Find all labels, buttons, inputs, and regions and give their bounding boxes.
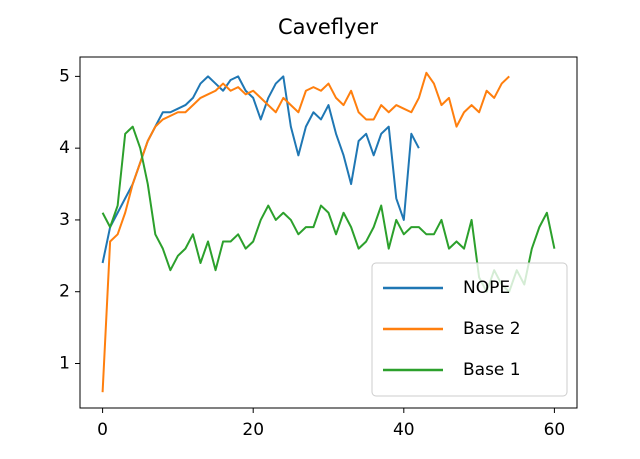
x-tick-label: 60 <box>544 420 566 440</box>
x-tick-label: 0 <box>97 420 108 440</box>
y-tick-label: 4 <box>59 138 70 158</box>
series-line <box>101 75 420 264</box>
legend-box <box>371 262 568 397</box>
legend-label: Base 2 <box>463 319 521 339</box>
y-tick-label: 5 <box>59 66 70 86</box>
y-tick-label: 1 <box>59 353 70 373</box>
y-tick-label: 3 <box>59 210 70 230</box>
y-tick-label: 2 <box>59 282 70 302</box>
series-line <box>101 71 510 393</box>
x-tick-label: 20 <box>242 420 264 440</box>
chart-title: Caveflyer <box>278 15 378 39</box>
legend-label: NOPE <box>463 278 510 298</box>
plot-frame <box>79 56 578 409</box>
x-tick-label: 40 <box>393 420 415 440</box>
legend-label: Base 1 <box>463 360 521 380</box>
